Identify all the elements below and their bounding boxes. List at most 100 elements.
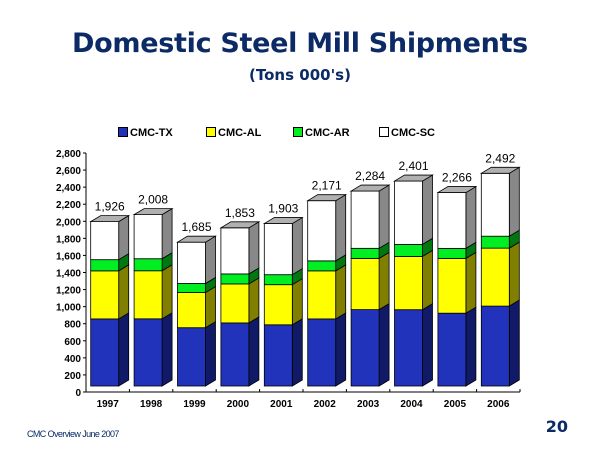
legend-item-cmc-al: CMC-AL bbox=[206, 127, 261, 139]
bar-segment-cmc-tx bbox=[307, 318, 337, 387]
bar-segment-side bbox=[118, 214, 130, 261]
bar-segment-side bbox=[335, 264, 347, 320]
bar-segment-cmc-sc bbox=[307, 200, 337, 262]
bar-top-face bbox=[393, 174, 434, 182]
bar-segment-side bbox=[291, 318, 303, 387]
bar-segment-side bbox=[465, 251, 477, 314]
y-tick-label: 1,800 bbox=[56, 234, 81, 245]
bar-segment-cmc-sc bbox=[90, 221, 120, 261]
bar-top-face bbox=[176, 235, 217, 243]
footer-text: CMC Overview June 2007 bbox=[27, 429, 119, 439]
bar-segment-cmc-ar bbox=[480, 235, 510, 249]
x-tick-label: 2006 bbox=[487, 399, 510, 410]
bar-segment-side bbox=[335, 312, 347, 387]
bar-segment-side bbox=[161, 312, 173, 387]
bar-segment-side bbox=[378, 302, 390, 387]
bar-total-label: 1,853 bbox=[225, 206, 255, 220]
y-tick-label: 2,000 bbox=[56, 217, 81, 228]
bar-total-label: 2,284 bbox=[355, 169, 385, 183]
bar-segment-side bbox=[465, 306, 477, 387]
x-tick-label: 2004 bbox=[400, 399, 423, 410]
bar-segment-cmc-sc bbox=[220, 227, 250, 275]
y-tick-label: 200 bbox=[64, 371, 81, 382]
bar-segment-cmc-al bbox=[350, 257, 380, 311]
bar-segment-side bbox=[291, 216, 303, 276]
bar-top-face bbox=[349, 184, 391, 192]
legend-label-cmc-al: CMC-AL bbox=[218, 127, 262, 139]
y-tick-label: 2,200 bbox=[56, 200, 81, 211]
bar-total-label: 1,926 bbox=[95, 200, 125, 214]
bar-segment-cmc-ar bbox=[350, 247, 380, 259]
bar-top-face bbox=[479, 166, 521, 174]
y-tick-label: 800 bbox=[64, 320, 81, 331]
bar-segment-side bbox=[291, 277, 303, 326]
bar-segment-cmc-tx bbox=[90, 318, 120, 387]
bar-segment-side bbox=[465, 185, 477, 250]
bar-total-label: 2,492 bbox=[485, 151, 515, 165]
bar-segment-cmc-al bbox=[307, 270, 337, 320]
bar-segment-side bbox=[378, 251, 390, 311]
bar-segment-cmc-al bbox=[263, 284, 293, 326]
legend-swatch-cmc-al bbox=[206, 127, 216, 137]
bar-segment-cmc-ar bbox=[220, 273, 250, 285]
legend-swatch-cmc-sc bbox=[379, 127, 389, 137]
bar-segment-cmc-sc bbox=[437, 192, 467, 249]
chart-subtitle: (Tons 000's) bbox=[249, 66, 351, 84]
bar-total-label: 2,266 bbox=[442, 171, 472, 185]
bar-top-face bbox=[262, 217, 304, 224]
bar-segment-cmc-ar bbox=[177, 283, 206, 293]
bar-segment-cmc-tx bbox=[350, 309, 380, 387]
bar-segment-cmc-tx bbox=[437, 312, 467, 387]
bar-segment-cmc-tx bbox=[177, 327, 206, 387]
bar-segment-side bbox=[205, 235, 216, 285]
y-tick-label: 1,600 bbox=[56, 251, 81, 262]
legend-item-cmc-tx: CMC-TX bbox=[118, 127, 173, 139]
legend-label-cmc-tx: CMC-TX bbox=[130, 127, 173, 139]
bar-segment-side bbox=[248, 316, 260, 387]
x-tick-label: 1997 bbox=[97, 399, 120, 410]
legend-swatch-cmc-tx bbox=[118, 127, 128, 137]
y-tick-label: 0 bbox=[75, 388, 81, 399]
bar-top-face bbox=[306, 194, 348, 202]
y-tick-label: 2,800 bbox=[56, 149, 81, 160]
bar-segment-cmc-al bbox=[133, 270, 163, 320]
y-tick-label: 1,000 bbox=[56, 303, 81, 314]
bar-segment-side bbox=[508, 166, 520, 237]
bar-segment-side bbox=[118, 264, 130, 320]
bar-segment-side bbox=[508, 299, 520, 387]
bar-segment-side bbox=[161, 264, 173, 320]
y-tick-label: 1,400 bbox=[56, 269, 81, 280]
bar-segment-cmc-sc bbox=[480, 172, 510, 237]
bar-segment-side bbox=[422, 249, 433, 311]
bar-segment-side bbox=[248, 277, 260, 324]
bar-top-face bbox=[219, 221, 261, 229]
bar-segment-cmc-tx bbox=[394, 309, 423, 387]
bar-segment-cmc-sc bbox=[177, 241, 206, 284]
bar-segment-cmc-sc bbox=[350, 190, 380, 249]
bar-segment-cmc-sc bbox=[133, 214, 163, 260]
bar-segment-cmc-al bbox=[480, 247, 510, 307]
bar-segment-side bbox=[335, 193, 347, 262]
bar-segment-cmc-al bbox=[394, 256, 423, 311]
y-tick-label: 2,400 bbox=[56, 183, 81, 194]
x-tick-label: 2005 bbox=[444, 399, 467, 410]
bar-segment-cmc-tx bbox=[480, 305, 510, 387]
bar-top-face bbox=[132, 208, 174, 216]
bar-total-label: 2,171 bbox=[312, 179, 342, 193]
x-tick-label: 1999 bbox=[183, 399, 206, 410]
y-tick-label: 1,200 bbox=[56, 286, 81, 297]
chart-title: Domestic Steel Mill Shipments bbox=[72, 28, 528, 59]
bar-segment-side bbox=[205, 285, 216, 329]
bar-segment-cmc-ar bbox=[437, 248, 467, 259]
bar-top-face bbox=[436, 186, 478, 193]
bar-segment-cmc-al bbox=[90, 270, 120, 320]
x-tick-label: 2002 bbox=[314, 399, 337, 410]
y-tick-label: 2,600 bbox=[56, 166, 81, 177]
bar-segment-side bbox=[118, 312, 130, 387]
bar-segment-side bbox=[508, 241, 520, 307]
legend-item-cmc-sc: CMC-SC bbox=[379, 127, 435, 139]
legend-label-cmc-sc: CMC-SC bbox=[391, 127, 435, 139]
bar-segment-cmc-al bbox=[220, 283, 250, 324]
bar-segment-side bbox=[422, 302, 433, 387]
